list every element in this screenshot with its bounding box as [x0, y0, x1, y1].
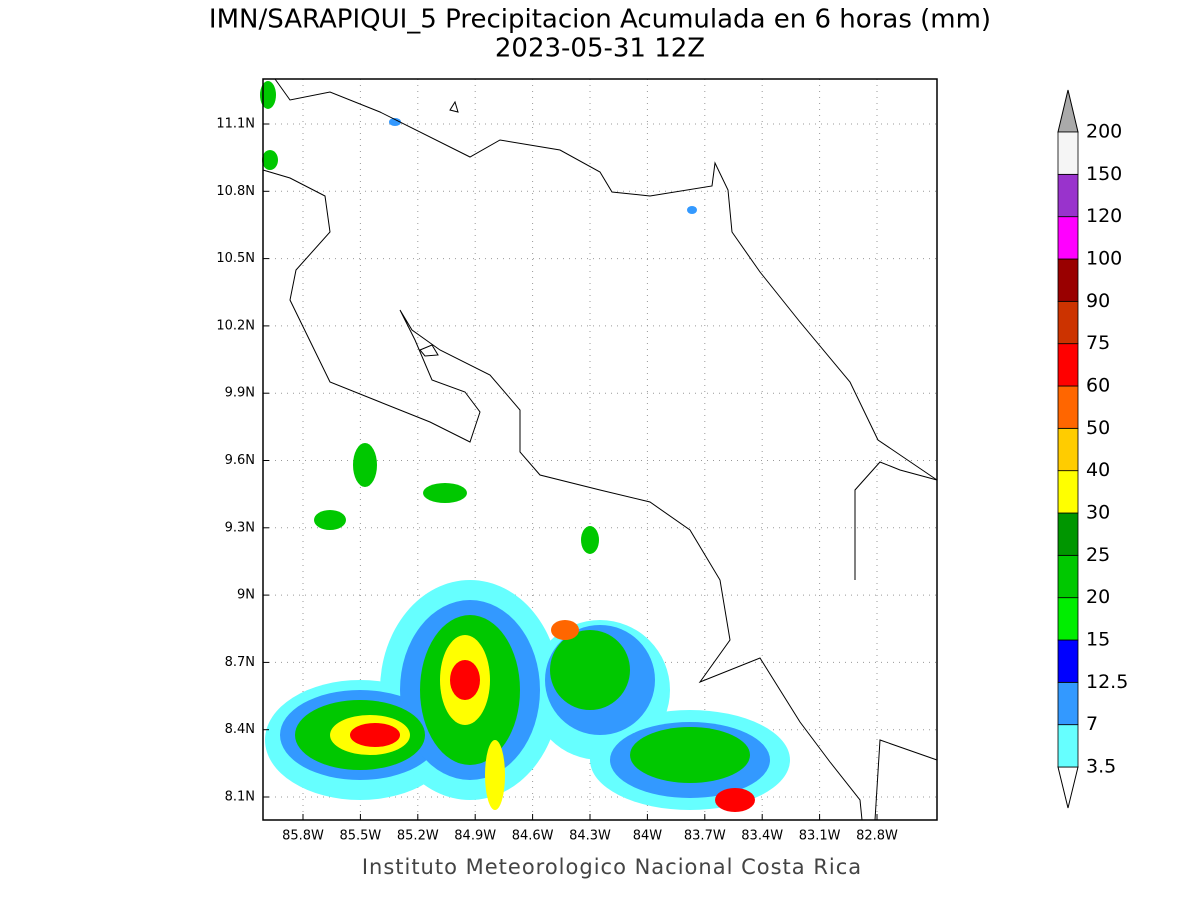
colorbar: 3.5 7 12.5 15 20 25 30 40 50 60 75 90 100 120 150 200: [1057, 89, 1128, 809]
subtitle: 2023-05-31 12Z: [495, 34, 705, 64]
colorbar-segment: [1057, 173, 1079, 218]
lon-label: 85.2W: [397, 829, 439, 844]
colorbar-label: 75: [1086, 332, 1110, 354]
colorbar-segment: [1057, 681, 1079, 726]
colorbar-label: 200: [1086, 121, 1122, 143]
colorbar-label: 150: [1086, 163, 1122, 185]
colorbar-label: 3.5: [1086, 756, 1116, 778]
lon-label: 84W: [633, 829, 663, 844]
colorbar-segment: [1057, 512, 1079, 556]
coastline: [262, 78, 938, 821]
lon-label: 85.5W: [339, 829, 381, 844]
colorbar-segment: [1057, 343, 1079, 387]
axis-labels: 11.1N 10.8N 10.5N 10.2N 9.9N 9.6N 9.3N 9N 8.7N 8.…: [216, 117, 898, 844]
lat-label: 9N: [237, 588, 255, 603]
colorbar-label: 30: [1086, 502, 1110, 524]
lon-label: 84.9W: [454, 829, 496, 844]
colorbar-label: 7: [1086, 713, 1098, 735]
lon-label: 82.8W: [856, 829, 898, 844]
footer: Instituto Meteorologico Nacional Costa R…: [362, 855, 862, 879]
lat-label: 10.8N: [216, 184, 255, 199]
colorbar-segment: [1057, 554, 1079, 599]
colorbar-label: 50: [1086, 417, 1110, 439]
colorbar-label: 90: [1086, 290, 1110, 312]
colorbar-segment: [1057, 724, 1079, 768]
colorbar-segment: [1057, 258, 1079, 302]
colorbar-segment: [1057, 639, 1079, 683]
title: IMN/SARAPIQUI_5 Precipitacion Acumulada …: [209, 5, 991, 35]
lat-label: 11.1N: [216, 117, 255, 132]
lat-label: 9.9N: [225, 386, 255, 401]
lon-label: 84.3W: [569, 829, 611, 844]
lon-label: 85.8W: [282, 829, 324, 844]
colorbar-segment: [1057, 300, 1079, 345]
colorbar-label: 20: [1086, 586, 1110, 608]
colorbar-under: [1057, 766, 1079, 809]
colorbar-label: 12.5: [1086, 671, 1128, 693]
colorbar-label: 40: [1086, 459, 1110, 481]
lon-label: 83.7W: [684, 829, 726, 844]
lat-label: 8.4N: [225, 722, 255, 737]
lon-label: 84.6W: [512, 829, 554, 844]
colorbar-label: 100: [1086, 248, 1122, 270]
lon-label: 83.4W: [741, 829, 783, 844]
lat-label: 8.1N: [225, 790, 255, 805]
colorbar-segment: [1057, 470, 1079, 514]
lon-label: 83.1W: [799, 829, 841, 844]
lat-label: 10.5N: [216, 251, 255, 266]
colorbar-segment: [1057, 216, 1079, 260]
lat-label: 9.6N: [225, 453, 255, 468]
map-frame: [262, 78, 938, 821]
rain-blobs: [260, 81, 790, 812]
precipitation-field: [260, 81, 790, 812]
lat-label: 9.3N: [225, 520, 255, 535]
colorbar-segment: [1057, 385, 1079, 429]
colorbar-label: 15: [1086, 629, 1110, 651]
colorbar-segment: [1057, 597, 1079, 641]
colorbar-over: [1057, 89, 1079, 133]
colorbar-label: 60: [1086, 375, 1110, 397]
colorbar-label: 25: [1086, 544, 1110, 566]
colorbar-segment: [1057, 131, 1079, 175]
colorbar-label: 120: [1086, 205, 1122, 227]
lat-label: 10.2N: [216, 318, 255, 333]
colorbar-segment: [1057, 427, 1079, 472]
lat-label: 8.7N: [225, 655, 255, 670]
